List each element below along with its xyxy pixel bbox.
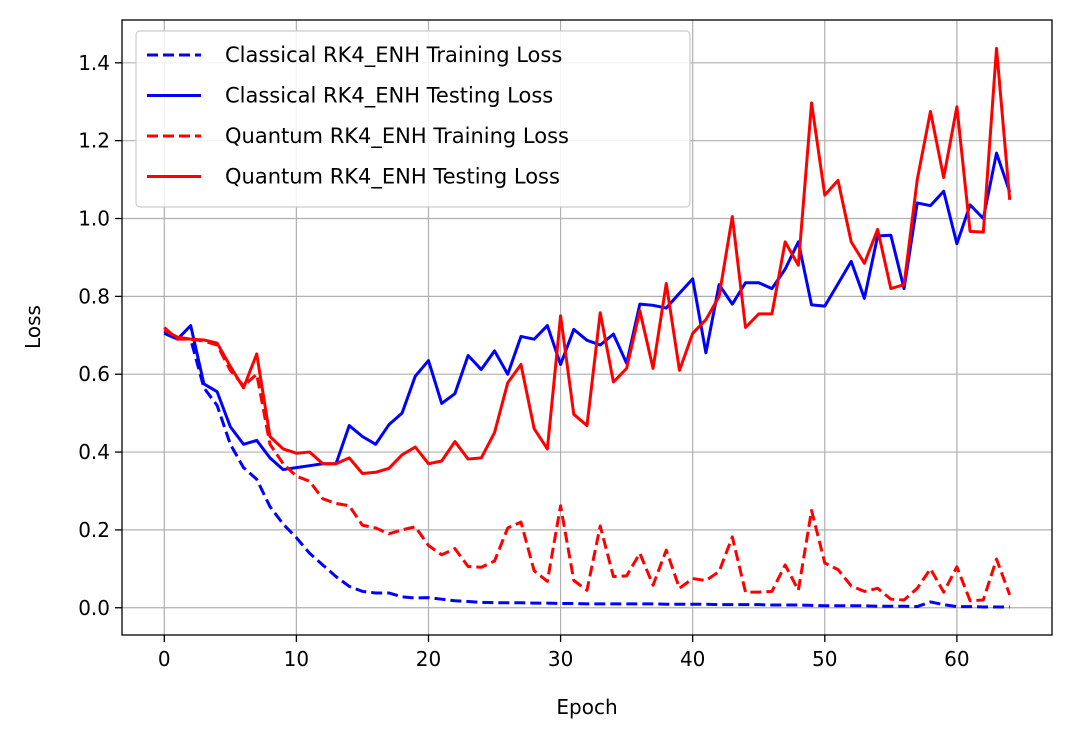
series-line-2 [163, 151, 1012, 472]
x-tick-label: 60 [944, 647, 969, 671]
series-layer [163, 46, 1012, 609]
y-tick-label: 1.0 [78, 207, 110, 231]
y-tick-label: 0.4 [78, 440, 110, 464]
y-axis-label: Loss [21, 305, 45, 349]
y-tick-label: 0.0 [78, 596, 110, 620]
x-tick-label: 10 [284, 647, 309, 671]
legend-box [135, 30, 691, 208]
x-tick-label: 20 [416, 647, 441, 671]
y-tick-label: 1.4 [78, 51, 110, 75]
series-line-3 [163, 326, 1012, 603]
x-tick-label: 0 [158, 647, 171, 671]
plot-frame [121, 19, 1053, 636]
legend: Classical RK4_ENH Training Loss Classical… [135, 30, 691, 208]
legend-label-2: Classical RK4_ENH Testing Loss [225, 84, 553, 109]
legend-label-3: Quantum RK4_ENH Training Loss [225, 124, 569, 149]
x-tick-label: 40 [680, 647, 705, 671]
y-tick-label: 1.2 [78, 129, 110, 153]
y-tick-label: 0.8 [78, 284, 110, 308]
series-line-1 [163, 330, 1010, 609]
legend-label-4: Quantum RK4_ENH Testing Loss [225, 165, 560, 190]
x-tick-label: 50 [812, 647, 837, 671]
y-tick-label: 0.6 [78, 362, 110, 386]
axis-ticks: 0 10 20 30 40 50 60 0.0 0.2 0.4 0.6 0.8 1.0 1.2 1.4 [78, 51, 969, 671]
y-tick-label: 0.2 [78, 518, 110, 542]
x-tick-label: 30 [548, 647, 573, 671]
series-line-4 [163, 46, 1012, 475]
legend-label-1: Classical RK4_ENH Training Loss [225, 43, 562, 68]
x-axis-label: Epoch [556, 695, 617, 719]
